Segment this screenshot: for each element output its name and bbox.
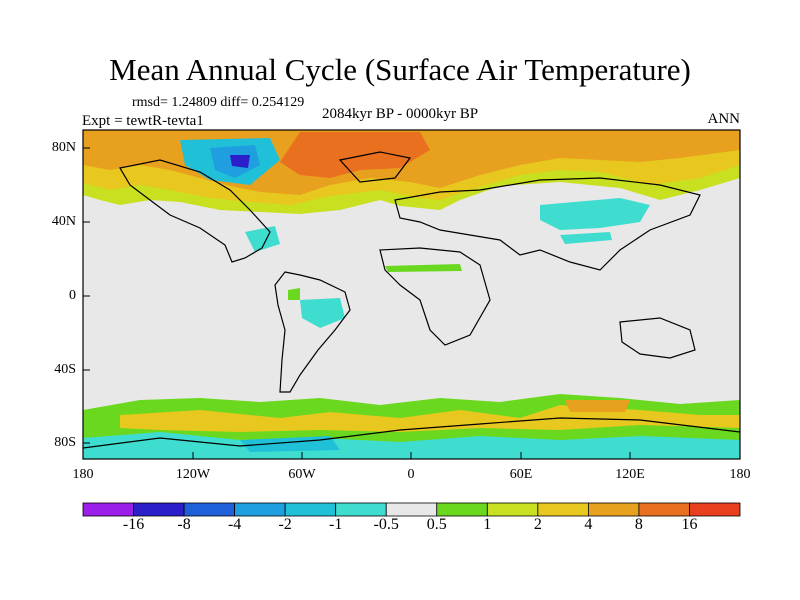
colorbar-label: 0.5 <box>426 516 447 533</box>
lat-label-40s: 40S <box>54 362 76 377</box>
lat-label-40n: 40N <box>51 214 76 229</box>
colorbar-label: 1 <box>483 516 492 533</box>
amazon-cool-patch <box>300 298 345 328</box>
colorbar <box>82 502 741 517</box>
canada-coldest-patch <box>230 155 250 168</box>
colorbar-label: 2 <box>533 516 542 533</box>
colorbar-label: -8 <box>177 516 191 533</box>
arctic-hotspot <box>280 132 430 178</box>
colorbar-swatch <box>183 502 236 517</box>
lon-label-180e: 180 <box>729 467 751 482</box>
coastlines <box>83 151 740 449</box>
lon-label-60w: 60W <box>288 467 316 482</box>
colorbar-swatch <box>537 502 589 517</box>
sahara-warm-strip <box>385 264 462 272</box>
map-title: Mean Annual Cycle (Surface Air Temperatu… <box>109 52 691 87</box>
colorbar-swatch <box>234 502 286 517</box>
lon-label-60e: 60E <box>509 467 533 482</box>
colorbar-label: 8 <box>634 516 643 533</box>
lat-label-80n: 80N <box>51 140 76 155</box>
colorbar-label: 4 <box>584 516 593 533</box>
amazon-warm-patch <box>288 288 300 300</box>
lon-label-120e: 120E <box>615 467 645 482</box>
colorbar-label: -2 <box>278 516 292 533</box>
stats-text: rmsd= 1.24809 diff= 0.254129 <box>132 95 305 110</box>
colorbar-label: -4 <box>227 516 242 533</box>
lon-label-180w: 180 <box>72 467 94 482</box>
us-cool-patch <box>245 226 280 252</box>
colorbar-swatch <box>335 502 387 517</box>
colorbar-swatch <box>486 502 539 517</box>
colorbar-label: -1 <box>329 516 343 533</box>
colorbar-swatch <box>133 502 185 517</box>
experiment-label: Expt = tewtR-tevta1 <box>82 113 204 129</box>
axis-ticks <box>82 147 741 459</box>
colorbar-swatch <box>385 502 438 517</box>
lat-label-80s: 80S <box>54 435 76 450</box>
colorbar-label: -0.5 <box>373 516 399 533</box>
colorbar-label: 16 <box>681 516 698 533</box>
colorbar-swatch <box>436 502 488 517</box>
asia-cool-strip <box>560 232 612 244</box>
colorbar-swatch <box>587 502 640 517</box>
season-label: ANN <box>707 111 741 127</box>
colorbar-swatch <box>284 502 337 517</box>
lon-label-0: 0 <box>407 467 415 482</box>
southern-warm-spot <box>565 400 630 412</box>
lon-label-120w: 120W <box>175 467 211 482</box>
anomaly-field <box>83 130 740 459</box>
colorbar-swatch <box>689 502 741 517</box>
colorbar-swatch <box>82 502 134 517</box>
colorbar-label: -16 <box>122 516 145 533</box>
colorbar-swatch <box>638 502 690 517</box>
asia-cool-patch <box>540 198 650 230</box>
lat-label-0: 0 <box>69 288 76 303</box>
period-label: 2084kyr BP - 0000kyr BP <box>322 106 479 122</box>
antarctic-cool-band <box>83 432 740 459</box>
